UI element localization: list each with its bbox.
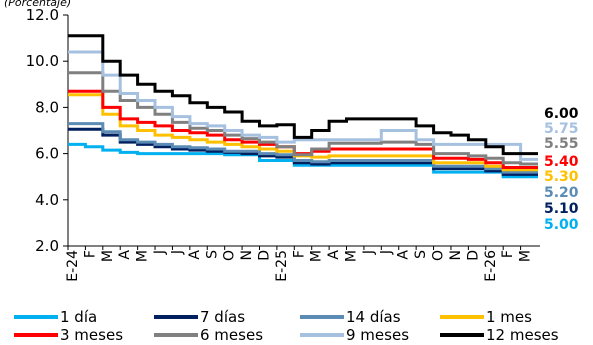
series-lines xyxy=(68,34,538,179)
x-tick-label: O xyxy=(431,250,447,261)
x-tick-label: J xyxy=(152,250,168,255)
y-tick-labels: 2.0 4.0 6.0 8.0 10.0 12.0 xyxy=(26,6,68,255)
x-tick-label: J xyxy=(169,250,185,255)
x-tick-label: F xyxy=(82,250,98,258)
x-tick-label: D xyxy=(256,250,272,261)
end-value-label: 6.00 xyxy=(544,106,579,122)
x-tick-label: E-25 xyxy=(274,250,290,282)
x-tick-labels: E-24 F M A M J J A S O N D E-25 F M A M J J A S O N D E-26 F M xyxy=(65,246,534,282)
x-tick-label: M xyxy=(518,250,534,262)
end-value-label: 5.30 xyxy=(544,169,579,185)
series-line xyxy=(68,142,538,179)
series-line xyxy=(68,34,538,156)
x-tick-label: N xyxy=(448,250,464,260)
y-tick-label: 10.0 xyxy=(26,52,59,70)
x-tick-label: E-26 xyxy=(483,250,499,282)
legend-label: 1 mes xyxy=(486,308,532,326)
x-tick-label: J xyxy=(361,250,377,255)
series-line xyxy=(68,50,538,161)
x-tick-label: A xyxy=(396,250,412,260)
x-tick-label: D xyxy=(465,250,481,261)
end-value-label: 5.55 xyxy=(544,136,579,152)
legend-label: 9 meses xyxy=(346,326,409,344)
end-value-label: 5.00 xyxy=(544,217,579,233)
x-tick-label: O xyxy=(222,250,238,261)
y-tick-label: 8.0 xyxy=(35,98,59,116)
x-tick-label: A xyxy=(326,250,342,260)
x-tick-label: F xyxy=(500,250,516,258)
legend-label: 7 días xyxy=(200,308,245,326)
y-axis-label: (Porcentaje) xyxy=(4,0,71,9)
x-tick-label: E-24 xyxy=(65,250,81,282)
series-line xyxy=(68,122,538,174)
x-tick-label: A xyxy=(117,250,133,260)
end-value-label: 5.40 xyxy=(544,154,579,170)
legend-label: 6 meses xyxy=(200,326,263,344)
x-tick-label: F xyxy=(291,250,307,258)
x-tick-label: S xyxy=(413,250,429,259)
y-tick-label: 2.0 xyxy=(35,237,59,255)
x-tick-label: M xyxy=(344,250,360,262)
end-value-label: 5.10 xyxy=(544,201,579,217)
series-line xyxy=(68,93,538,172)
y-tick-label: 6.0 xyxy=(35,145,59,163)
x-tick-label: M xyxy=(309,250,325,262)
legend-label: 3 meses xyxy=(60,326,123,344)
y-tick-label: 4.0 xyxy=(35,191,59,209)
x-tick-label: A xyxy=(187,250,203,260)
x-tick-label: J xyxy=(378,250,394,255)
y-tick-label: 12.0 xyxy=(26,6,59,24)
x-tick-label: N xyxy=(239,250,255,260)
end-value-label: 5.20 xyxy=(544,185,579,201)
end-value-label: 5.75 xyxy=(544,121,579,137)
end-value-labels: 6.005.755.55 5.405.305.205.105.00 xyxy=(544,106,579,233)
x-tick-label: S xyxy=(204,250,220,259)
legend-label: 1 día xyxy=(60,308,97,326)
legend-label: 12 meses xyxy=(486,326,559,344)
legend-label: 14 días xyxy=(346,308,401,326)
x-tick-label: M xyxy=(135,250,151,262)
legend: 1 día 7 días 14 días 1 mes 3 meses 6 meses 9 m… xyxy=(14,308,559,344)
x-tick-label: M xyxy=(100,250,116,262)
